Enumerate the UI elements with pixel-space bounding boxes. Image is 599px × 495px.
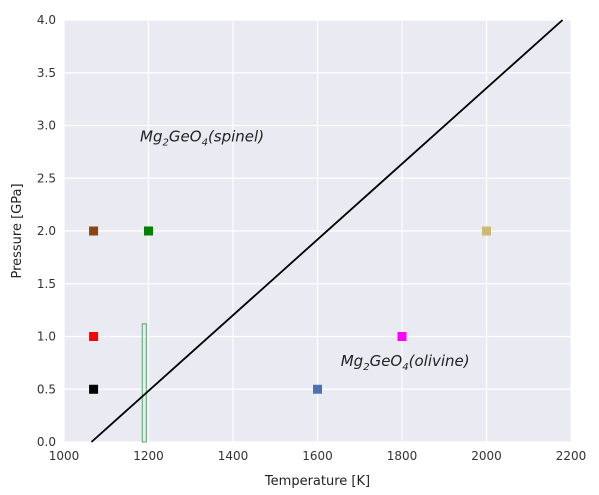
- y-axis-label: Pressure [GPa]: [10, 183, 25, 278]
- y-tick-label: 3.5: [37, 66, 56, 80]
- x-tick-label: 2000: [471, 449, 502, 463]
- grid-lines: [63, 19, 572, 443]
- data-point: [313, 384, 322, 394]
- y-tick-label: 0.5: [37, 382, 56, 396]
- x-tick-label: 1200: [133, 449, 164, 463]
- y-tick-label: 2.5: [37, 171, 56, 185]
- phase-annotations: Mg2GeO4(spinel) Mg2GeO4(olivine): [140, 127, 470, 373]
- tick-labels: 1000 1200 1400 1600 1800 2000 2200 0.0 0.5 1.0 1.5…: [37, 13, 586, 463]
- x-tick-label: 1400: [218, 449, 249, 463]
- data-point: [89, 384, 99, 394]
- data-series: [89, 19, 564, 443]
- phase-boundary-line: [90, 19, 564, 443]
- x-tick-label: 1000: [49, 449, 80, 463]
- vertical-range-bar: [141, 323, 147, 443]
- y-tick-label: 1.5: [37, 277, 56, 291]
- y-tick-label: 0.0: [37, 435, 56, 449]
- data-point: [482, 226, 491, 236]
- data-point: [89, 226, 99, 236]
- y-tick-label: 1.0: [37, 330, 56, 344]
- phase-label: Mg2GeO4(spinel): [140, 127, 264, 148]
- data-point: [89, 332, 99, 341]
- phase-label: Mg2GeO4(olivine): [341, 352, 470, 373]
- x-tick-label: 2200: [556, 449, 587, 463]
- data-point: [397, 332, 407, 341]
- x-tick-label: 1800: [387, 449, 418, 463]
- data-point: [144, 226, 153, 236]
- x-tick-label: 1600: [302, 449, 333, 463]
- y-tick-label: 2.0: [37, 224, 56, 238]
- y-tick-label: 4.0: [37, 13, 56, 27]
- y-tick-label: 3.0: [37, 119, 56, 133]
- x-axis-label: Temperature [K]: [264, 474, 370, 489]
